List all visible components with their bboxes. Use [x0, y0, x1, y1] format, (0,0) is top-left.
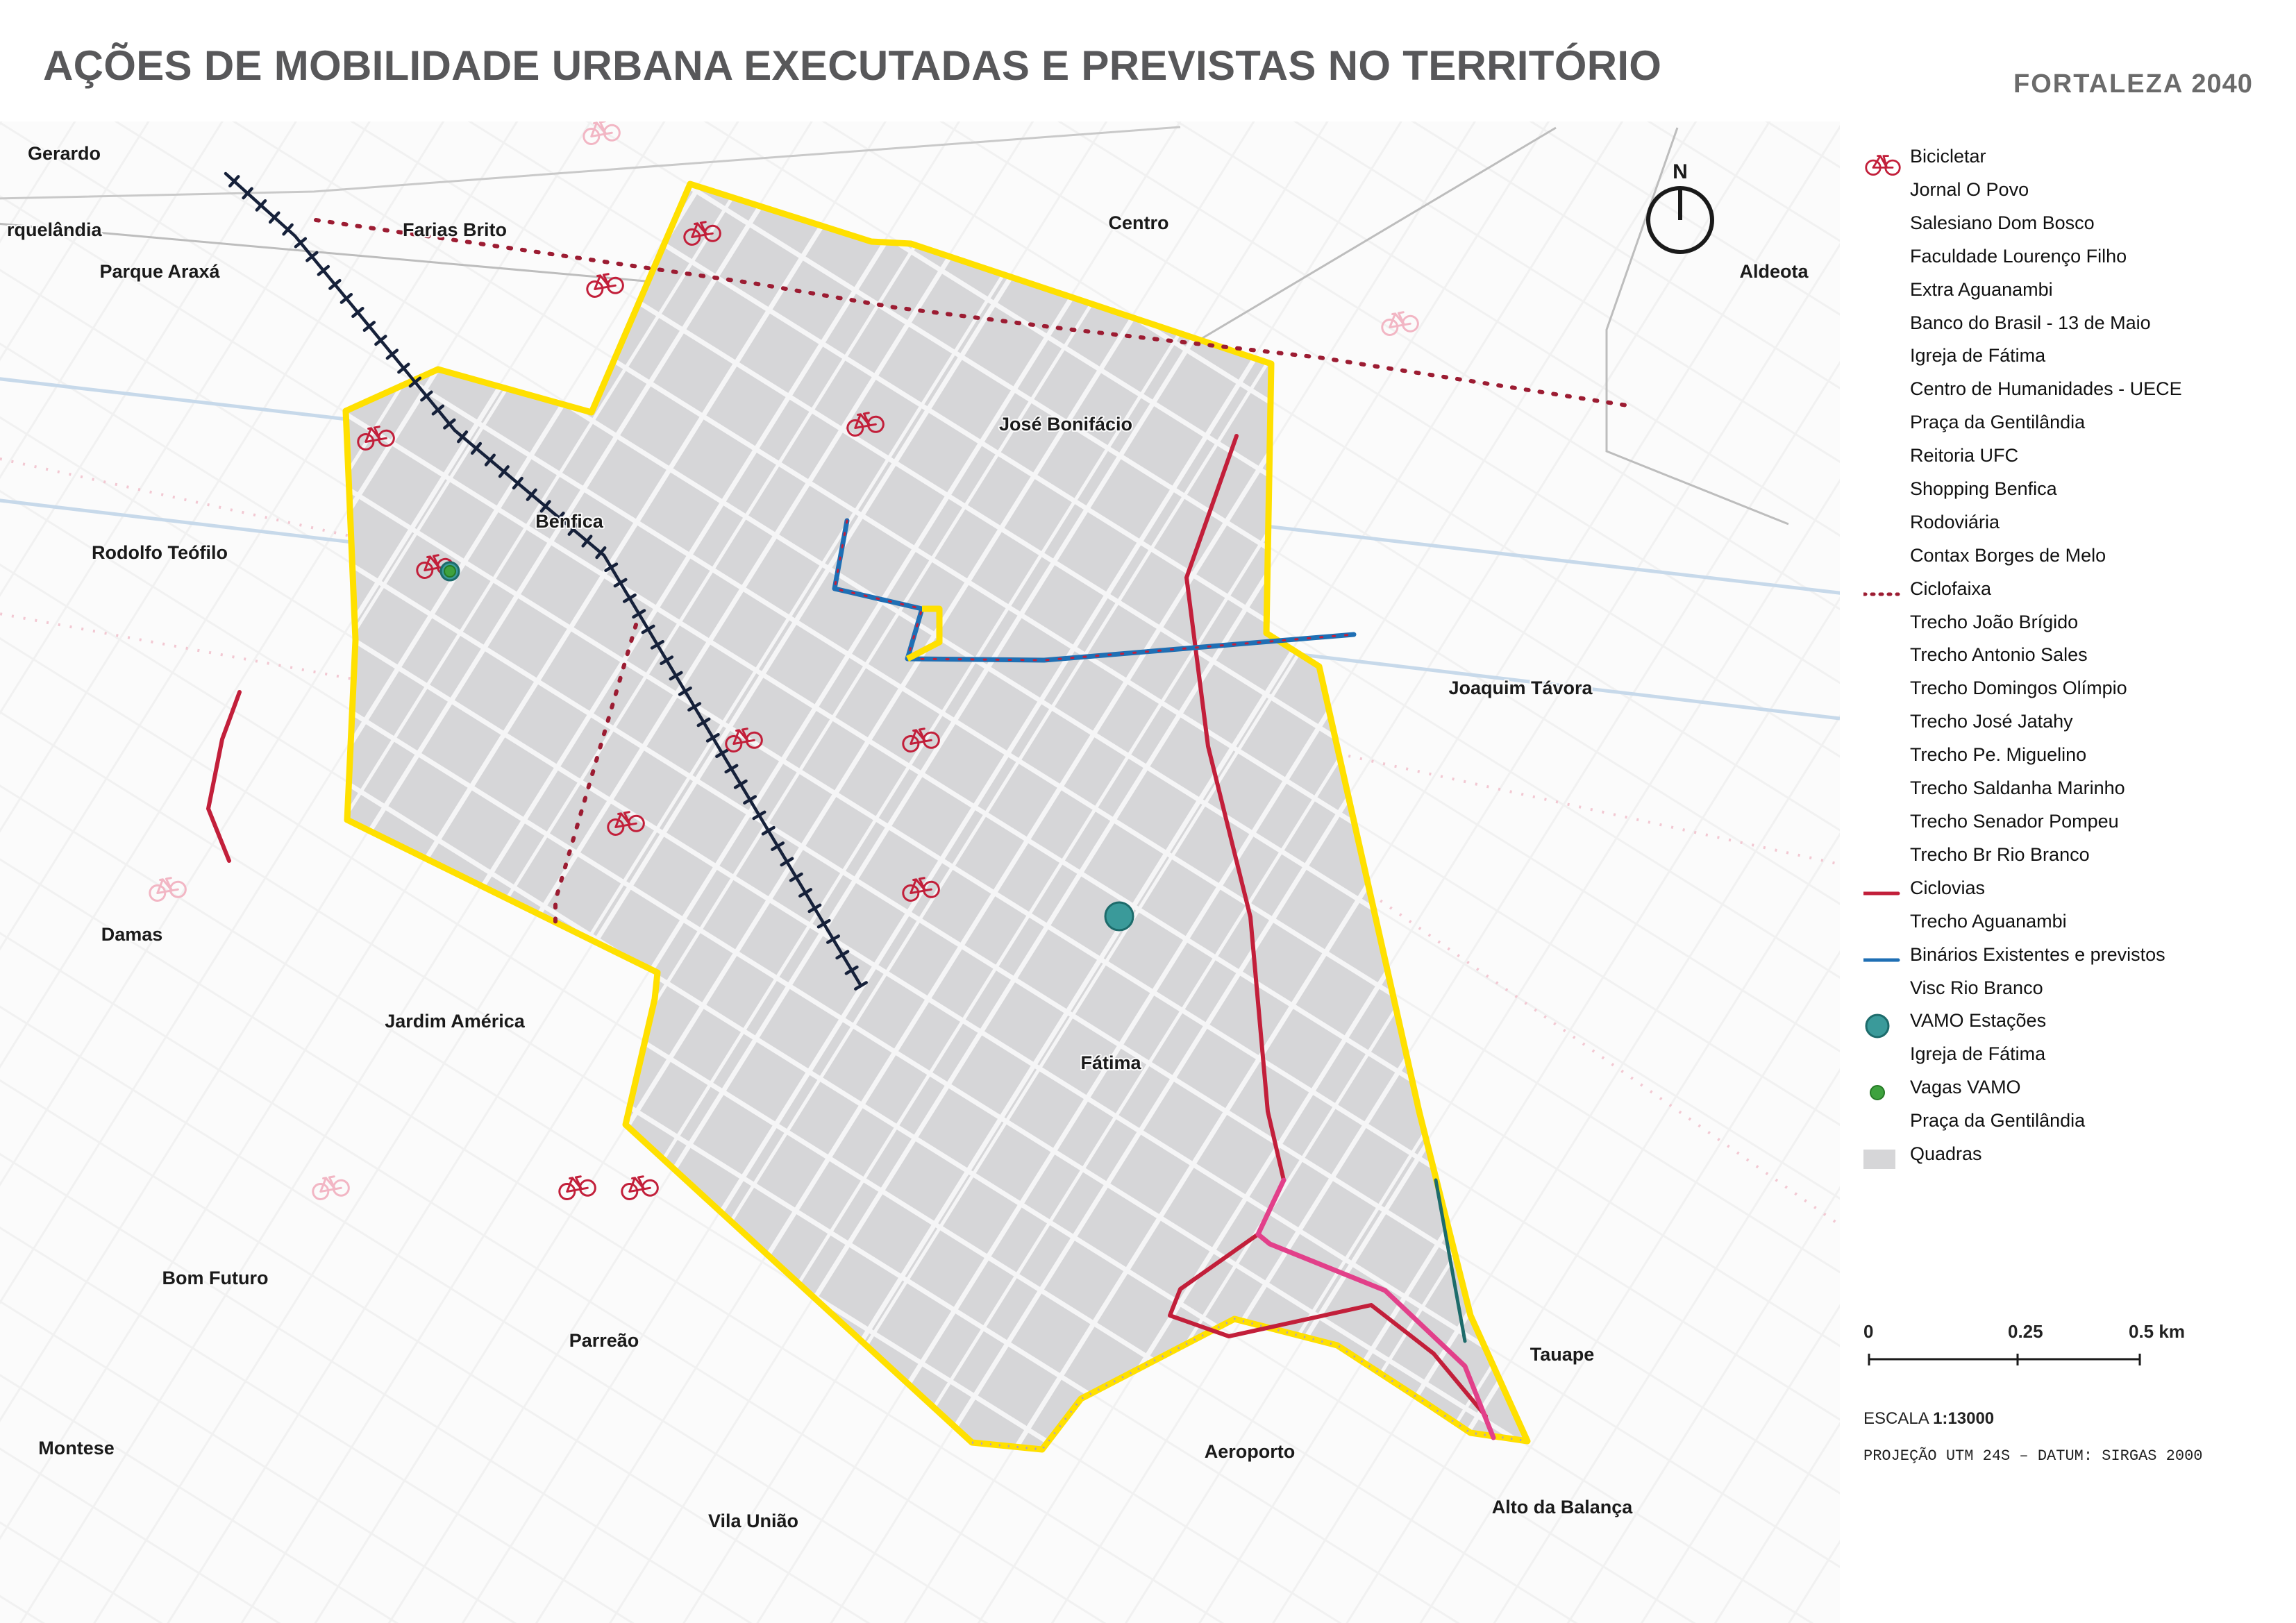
svg-text:Aeroporto: Aeroporto	[1205, 1441, 1296, 1462]
svg-text:Rodolfo Teófilo: Rodolfo Teófilo	[92, 542, 228, 563]
svg-text:Benfica: Benfica	[535, 511, 604, 532]
svg-text:Gerardo: Gerardo	[28, 143, 101, 164]
svg-text:Farias Brito: Farias Brito	[403, 219, 507, 240]
svg-text:N: N	[1673, 160, 1688, 183]
svg-text:Aldeota: Aldeota	[1739, 261, 1809, 282]
svg-text:rquelândia: rquelândia	[7, 219, 103, 240]
svg-text:Montese: Montese	[38, 1438, 115, 1458]
svg-text:Centro: Centro	[1109, 212, 1169, 233]
svg-text:Damas: Damas	[101, 924, 163, 945]
svg-text:José Bonifácio: José Bonifácio	[999, 414, 1132, 435]
svg-text:Parreão: Parreão	[569, 1330, 639, 1351]
svg-text:Fátima: Fátima	[1080, 1052, 1141, 1073]
svg-text:0: 0	[1863, 1322, 1873, 1342]
svg-text:Joaquim Távora: Joaquim Távora	[1448, 678, 1593, 698]
svg-text:Tauape: Tauape	[1530, 1344, 1595, 1365]
svg-text:0.25: 0.25	[2008, 1322, 2043, 1342]
svg-text:Bom Futuro: Bom Futuro	[162, 1268, 269, 1288]
svg-text:0.5 km: 0.5 km	[2129, 1322, 2185, 1342]
svg-text:Jardim América: Jardim América	[385, 1011, 526, 1032]
svg-text:Parque Araxá: Parque Araxá	[99, 261, 220, 282]
svg-text:Vila União: Vila União	[708, 1511, 798, 1531]
svg-text:Alto da Balança: Alto da Balança	[1492, 1497, 1634, 1517]
